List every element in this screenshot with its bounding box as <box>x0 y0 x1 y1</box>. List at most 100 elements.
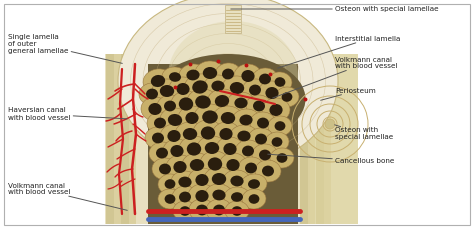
Ellipse shape <box>262 98 290 122</box>
Ellipse shape <box>206 199 232 221</box>
Ellipse shape <box>242 146 254 156</box>
Ellipse shape <box>175 122 205 146</box>
Bar <box>105 54 358 224</box>
Bar <box>300 54 308 224</box>
Ellipse shape <box>164 101 176 111</box>
Ellipse shape <box>202 110 218 124</box>
Ellipse shape <box>235 98 247 108</box>
Ellipse shape <box>170 145 183 157</box>
Ellipse shape <box>253 101 265 111</box>
Bar <box>308 54 315 224</box>
Ellipse shape <box>154 118 166 128</box>
Ellipse shape <box>180 206 191 216</box>
Ellipse shape <box>224 187 250 207</box>
Text: Osteon with
special lamellae: Osteon with special lamellae <box>335 125 393 141</box>
Ellipse shape <box>223 170 251 192</box>
Ellipse shape <box>248 128 274 150</box>
Ellipse shape <box>203 67 217 79</box>
Ellipse shape <box>241 174 267 194</box>
Ellipse shape <box>272 137 283 147</box>
Ellipse shape <box>200 151 230 177</box>
Ellipse shape <box>151 54 306 144</box>
Bar <box>129 54 136 224</box>
Ellipse shape <box>216 137 244 161</box>
Ellipse shape <box>239 114 253 125</box>
Ellipse shape <box>166 155 194 179</box>
Ellipse shape <box>213 106 243 130</box>
Ellipse shape <box>270 148 294 168</box>
Ellipse shape <box>197 136 227 160</box>
Circle shape <box>325 119 335 129</box>
Ellipse shape <box>222 69 234 79</box>
Ellipse shape <box>148 103 162 115</box>
Ellipse shape <box>178 106 206 130</box>
Ellipse shape <box>221 112 235 124</box>
Ellipse shape <box>179 64 207 86</box>
Ellipse shape <box>141 97 169 121</box>
Ellipse shape <box>179 192 191 202</box>
Ellipse shape <box>164 194 175 204</box>
Text: Single lamella
of outer
general lamellae: Single lamella of outer general lamellae <box>8 34 122 63</box>
Text: Osteon with special lamellae: Osteon with special lamellae <box>231 6 438 12</box>
Ellipse shape <box>230 82 244 94</box>
Ellipse shape <box>246 95 272 117</box>
Bar <box>114 54 121 224</box>
Ellipse shape <box>160 85 174 97</box>
Ellipse shape <box>252 68 278 90</box>
Ellipse shape <box>277 153 287 163</box>
Ellipse shape <box>168 21 298 131</box>
Ellipse shape <box>259 150 271 160</box>
Ellipse shape <box>179 136 209 162</box>
Ellipse shape <box>187 142 201 155</box>
Ellipse shape <box>242 189 266 209</box>
Ellipse shape <box>274 77 285 87</box>
Ellipse shape <box>232 206 242 216</box>
Text: Interstitial lamella: Interstitial lamella <box>278 36 401 68</box>
Ellipse shape <box>268 72 292 92</box>
Ellipse shape <box>192 80 208 94</box>
Ellipse shape <box>258 81 286 105</box>
Ellipse shape <box>205 184 233 206</box>
Text: Periosteum: Periosteum <box>321 88 376 100</box>
Ellipse shape <box>162 67 188 87</box>
Ellipse shape <box>159 164 171 174</box>
Ellipse shape <box>235 140 261 162</box>
Ellipse shape <box>250 112 276 134</box>
Ellipse shape <box>152 158 178 180</box>
Ellipse shape <box>158 174 182 194</box>
Ellipse shape <box>169 72 181 82</box>
Ellipse shape <box>275 87 299 107</box>
Ellipse shape <box>265 87 279 99</box>
Ellipse shape <box>234 64 262 88</box>
Ellipse shape <box>213 204 225 215</box>
Ellipse shape <box>241 70 255 82</box>
Ellipse shape <box>186 70 200 80</box>
Ellipse shape <box>274 121 285 131</box>
Ellipse shape <box>173 201 197 221</box>
Ellipse shape <box>232 109 260 131</box>
Ellipse shape <box>249 85 261 95</box>
Ellipse shape <box>173 161 187 173</box>
Ellipse shape <box>190 159 204 171</box>
Ellipse shape <box>163 139 191 163</box>
Ellipse shape <box>152 79 182 103</box>
Ellipse shape <box>268 116 292 136</box>
Ellipse shape <box>255 160 281 182</box>
Ellipse shape <box>195 190 209 202</box>
Ellipse shape <box>149 142 175 164</box>
Ellipse shape <box>178 177 191 187</box>
Bar <box>310 54 358 224</box>
Bar <box>148 64 298 224</box>
Ellipse shape <box>204 167 234 191</box>
Ellipse shape <box>212 122 240 146</box>
Ellipse shape <box>252 144 278 166</box>
Ellipse shape <box>269 104 283 116</box>
Ellipse shape <box>195 61 225 85</box>
Ellipse shape <box>255 134 267 144</box>
Ellipse shape <box>139 83 165 105</box>
Ellipse shape <box>193 120 223 146</box>
Ellipse shape <box>164 179 175 189</box>
Ellipse shape <box>219 128 233 140</box>
Ellipse shape <box>205 142 219 154</box>
Bar <box>324 54 331 224</box>
